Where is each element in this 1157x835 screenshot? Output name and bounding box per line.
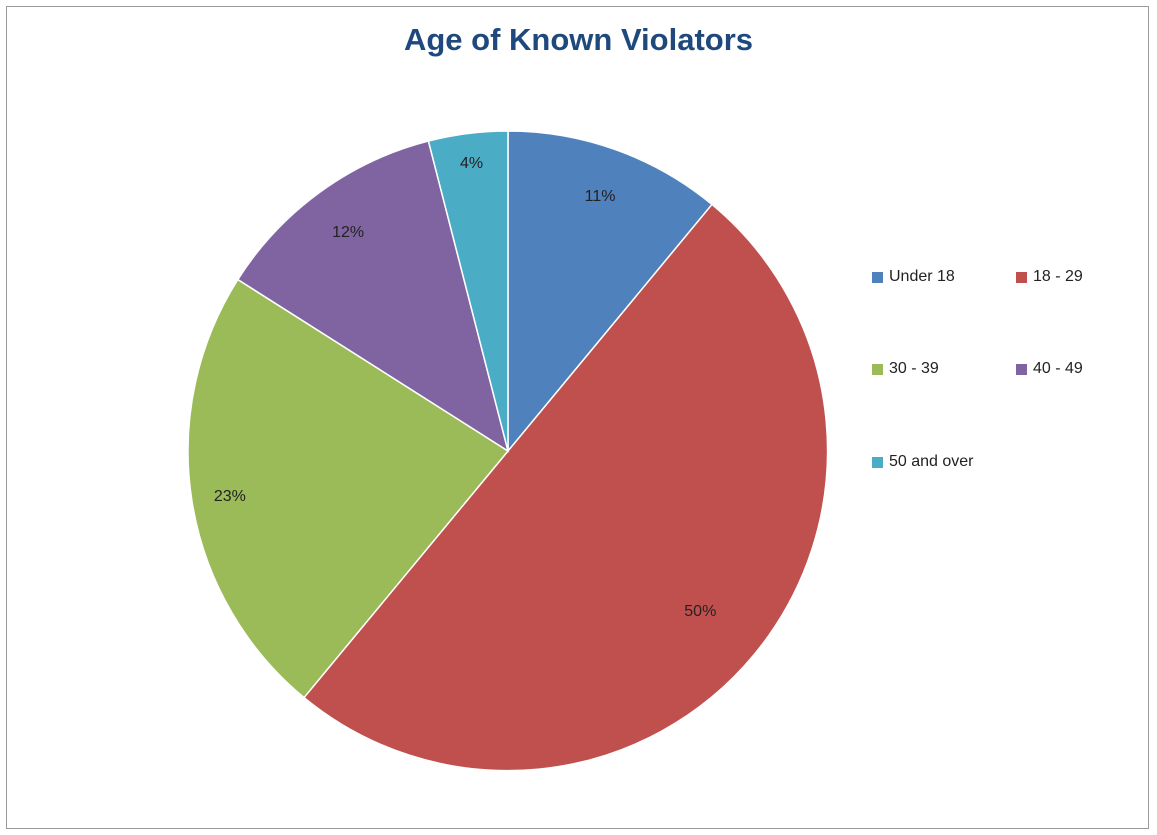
data-label: 12% xyxy=(332,224,364,241)
pie-slices xyxy=(187,130,829,772)
legend-item-50-and-over: 50 and over xyxy=(872,453,974,471)
legend-item-18-29: 18 - 29 xyxy=(1016,268,1083,286)
legend-label: 18 - 29 xyxy=(1033,268,1083,285)
pie-slice-under-18 xyxy=(507,130,714,454)
data-label: 11% xyxy=(585,188,616,205)
legend-item-under-18: Under 18 xyxy=(872,268,955,286)
legend-item-40-49: 40 - 49 xyxy=(1016,360,1083,378)
pie-labels: 11% 50% 23% 12% 4% xyxy=(214,155,716,620)
legend-swatch xyxy=(872,271,883,283)
legend-swatch xyxy=(872,456,883,468)
legend-label: 30 - 39 xyxy=(889,360,939,377)
data-label: 50% xyxy=(684,603,716,620)
legend-swatch xyxy=(1016,271,1027,283)
legend-label: Under 18 xyxy=(889,268,955,285)
legend-swatch xyxy=(1016,363,1027,375)
legend-item-30-39: 30 - 39 xyxy=(872,360,939,378)
pie-slice-40-49 xyxy=(236,140,510,453)
legend-swatch xyxy=(872,363,883,375)
pie-slice-30-39 xyxy=(187,278,510,699)
chart-title: Age of Known Violators xyxy=(403,22,754,57)
data-label: 23% xyxy=(214,488,246,505)
legend-label: 50 and over xyxy=(889,453,974,470)
legend-label: 40 - 49 xyxy=(1033,360,1083,377)
pie-slice-50-and-over xyxy=(427,130,509,452)
data-label: 4% xyxy=(460,155,483,172)
pie-slice-18-29 xyxy=(302,203,829,772)
